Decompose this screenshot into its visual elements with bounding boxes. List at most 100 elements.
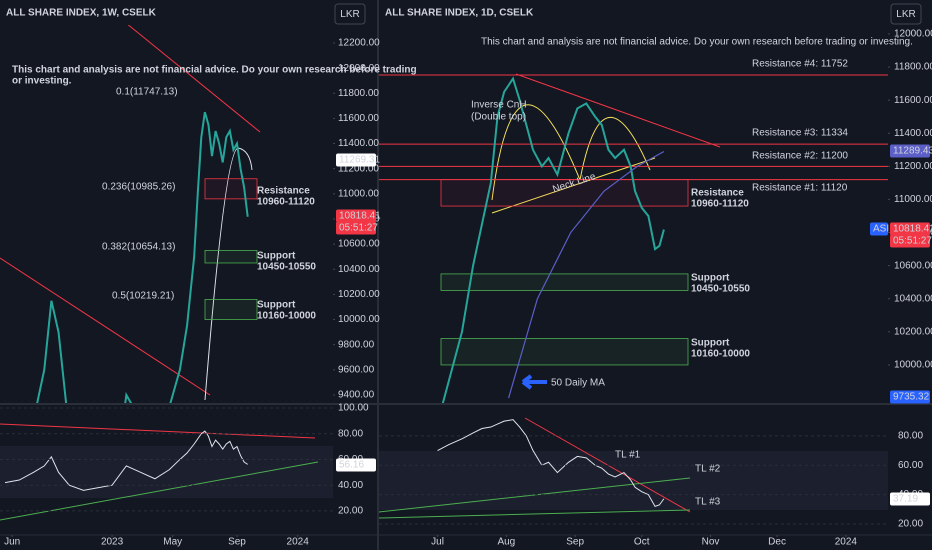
x-tick-label: Jul [431, 537, 444, 548]
zone [204, 178, 258, 200]
price-line [441, 76, 665, 403]
price-tag-label: 10818.41 [339, 211, 381, 222]
y-tick-label: 10200.00 [338, 289, 380, 300]
price-tag-label: 11289.43 [893, 146, 932, 157]
price-tag-label: 10818.41 [893, 224, 932, 235]
rsi-tick-label: 20.00 [898, 519, 923, 530]
x-tick-label: Aug [497, 537, 515, 548]
y-tick-label: 11200.00 [894, 161, 932, 172]
rsi-tick-label: 20.00 [338, 506, 363, 517]
annotation: Resistance #3: 11334 [752, 128, 848, 139]
y-tick-label: 11600.00 [894, 95, 932, 106]
price-tag-label: 05:51:27 [893, 236, 932, 247]
y-tick-label: 9600.00 [338, 364, 375, 375]
annotation: Resistance #2: 11200 [752, 151, 848, 162]
price-pane [379, 74, 888, 403]
annotation: 0.236(10985.26) [102, 182, 175, 193]
chart-title: ALL SHARE INDEX, 1W, CSELK [6, 8, 157, 19]
y-tick-label: 9800.00 [338, 339, 375, 350]
y-tick-label: 10200.00 [894, 326, 932, 337]
annotation: 10960-11120 [257, 197, 315, 208]
price-tag-label: 05:51:27 [339, 223, 378, 234]
y-tick-label: 11200.00 [338, 163, 379, 174]
price-line [36, 111, 249, 403]
annotation: Resistance #1: 11120 [752, 183, 848, 194]
price-tag [890, 234, 930, 248]
price-tag [890, 222, 930, 236]
price-tag-label: 56.16 [339, 460, 364, 471]
y-tick-label: 11000.00 [894, 194, 932, 205]
y-tick-label: 11400.00 [338, 138, 379, 149]
currency-button[interactable] [890, 3, 922, 25]
price-tag [870, 222, 888, 236]
x-tick-label: Nov [702, 537, 720, 548]
rsi-tick-label: 80.00 [898, 430, 923, 441]
price-tag [336, 153, 376, 167]
annotation: Support [257, 251, 296, 262]
annotation: Resistance [691, 188, 744, 199]
price-tag [336, 458, 376, 472]
annotation: Support [257, 300, 296, 311]
annotation: Resistance [257, 186, 310, 197]
y-tick-label: 11400.00 [894, 128, 932, 139]
annotation: This chart and analysis are not financia… [12, 65, 417, 76]
annotation: This chart and analysis are not financia… [481, 37, 913, 48]
trend-line [0, 423, 316, 439]
cup-curve [579, 117, 651, 181]
price-tag-label: ASI [873, 224, 889, 235]
x-tick-label: Dec [768, 537, 786, 548]
y-tick-label: 12000.00 [338, 63, 380, 74]
annotation: 0.1(11747.13) [116, 87, 178, 98]
price-tag-label: 37.19 [893, 494, 918, 505]
annotation: 10160-10000 [257, 311, 316, 322]
x-tick-label: Jun [4, 537, 20, 548]
annotation: 10160-10000 [691, 349, 750, 360]
price-tag [336, 209, 376, 223]
annotation: 10450-10550 [691, 284, 750, 295]
zone [440, 338, 689, 366]
zone [440, 273, 689, 291]
rsi-tick-label: 80.00 [338, 428, 363, 439]
x-tick-label: Oct [634, 537, 650, 548]
y-tick-label: 11800.00 [338, 88, 379, 99]
annotation: 10450-10550 [257, 262, 316, 273]
y-tick-label: 12200.00 [338, 38, 380, 49]
y-tick-label: 11000.00 [338, 188, 379, 199]
rsi-tick-label: 60.00 [898, 460, 923, 471]
annotation: Support [691, 338, 730, 349]
y-tick-label: 10400.00 [894, 293, 932, 304]
annotation: TL #1 [615, 450, 641, 461]
price-pane [36, 111, 258, 403]
x-tick-label: Sep [566, 537, 584, 548]
y-tick-label: 11600.00 [338, 113, 379, 124]
currency-button[interactable] [334, 3, 366, 25]
y-tick-label: 10600.00 [338, 239, 380, 250]
rsi-tick-label: 100.00 [338, 403, 369, 414]
y-tick-label: 12000.00 [894, 29, 932, 40]
annotation: 0.5(10219.21) [112, 291, 174, 302]
annotation: TL #2 [695, 464, 721, 475]
zone [204, 299, 258, 320]
annotation: TL #3 [695, 497, 721, 508]
trend-line [0, 461, 319, 521]
price-tag [890, 492, 930, 506]
rsi-tick-label: 40.00 [338, 480, 363, 491]
chart-title: ALL SHARE INDEX, 1D, CSELK [385, 8, 534, 19]
neck-line [491, 157, 656, 214]
price-tag-label: 9735.32 [893, 392, 930, 403]
x-tick-label: Sep [228, 537, 246, 548]
rsi-pane [437, 419, 665, 507]
rsi-band [379, 451, 888, 510]
annotation: 10960-11120 [691, 199, 749, 210]
price-tag [890, 390, 930, 404]
annotation: Resistance #4: 11752 [752, 59, 848, 70]
x-tick-label: 2023 [101, 537, 124, 548]
y-tick-label: 10000.00 [894, 360, 932, 371]
annotation: (Double top) [471, 112, 526, 123]
y-tick-label: 9400.00 [338, 390, 375, 401]
price-tag-label: 11269.31 [339, 155, 380, 166]
annotation: 50 Daily MA [551, 378, 605, 389]
currency-label: LKR [340, 9, 359, 20]
annotation: 0.382(10654.13) [102, 242, 175, 253]
